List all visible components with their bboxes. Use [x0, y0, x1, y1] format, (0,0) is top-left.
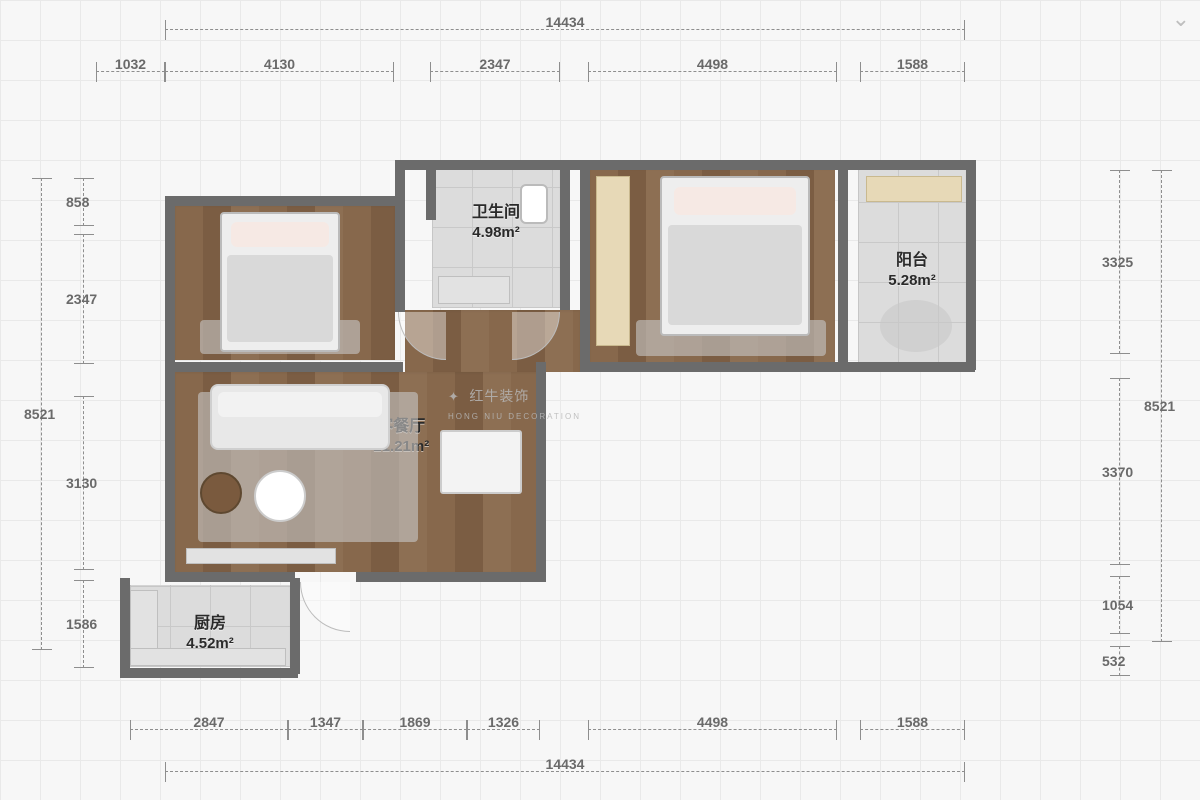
dim-right-overall: 8521 — [1150, 170, 1174, 642]
kitchen-counter-bottom — [130, 648, 286, 666]
room-area: 4.98m² — [472, 224, 520, 241]
sofa — [210, 384, 390, 450]
wall-segment — [838, 160, 848, 370]
dim-bottom-seg-3: 1326 — [467, 718, 540, 742]
dim-left-seg-1: 2347 — [72, 234, 96, 364]
dim-top-seg-3: 4498 — [588, 60, 837, 84]
dim-right-seg-2: 1054 — [1108, 576, 1132, 634]
door-arc — [300, 582, 350, 632]
dim-top-seg-1: 4130 — [165, 60, 394, 84]
wall-segment — [580, 160, 590, 370]
wall-segment — [560, 160, 570, 310]
dim-label: 14434 — [542, 14, 589, 30]
wall-segment — [120, 668, 298, 678]
wall-segment — [165, 362, 175, 580]
dim-bottom-seg-0: 2847 — [130, 718, 288, 742]
tv-unit — [186, 548, 336, 564]
dining-table — [440, 430, 522, 494]
side-table — [200, 472, 242, 514]
dim-top-seg-4: 1588 — [860, 60, 965, 84]
dim-bottom-seg-2: 1869 — [363, 718, 467, 742]
wall-segment — [290, 578, 300, 674]
wall-segment — [120, 578, 130, 674]
wall-segment — [580, 362, 975, 372]
dim-right-seg-1: 3370 — [1108, 378, 1132, 565]
dim-top-seg-2: 2347 — [430, 60, 560, 84]
dim-left-seg-3: 1586 — [72, 580, 96, 668]
wall-segment — [395, 160, 405, 312]
guest-bed — [220, 212, 340, 352]
wall-segment — [165, 572, 295, 582]
dim-right-seg-0: 3325 — [1108, 170, 1132, 354]
balcony-cabinets — [866, 176, 962, 202]
dim-bottom-seg-5: 1588 — [860, 718, 965, 742]
dim-top-overall: 14434 — [165, 18, 965, 42]
wall-segment — [426, 160, 436, 220]
coffee-table — [254, 470, 306, 522]
wardrobe — [596, 176, 630, 346]
dim-left-overall: 8521 — [30, 178, 54, 650]
dim-bottom-seg-1: 1347 — [288, 718, 363, 742]
floorplan-stage: ⌄ 14434 1032 4130 2347 4498 1588 14434 2… — [0, 0, 1200, 800]
wall-segment — [165, 196, 175, 372]
bathroom-vanity — [438, 276, 510, 304]
room-name: 卫生间 — [472, 204, 520, 221]
room-name: 厨房 — [194, 615, 226, 632]
wall-segment — [966, 160, 976, 370]
dim-top-seg-0: 1032 — [96, 60, 165, 84]
room-area: 5.28m² — [888, 272, 936, 289]
dim-bottom-seg-4: 4498 — [588, 718, 837, 742]
master-bed — [660, 176, 810, 336]
wall-segment — [395, 160, 975, 170]
wall-segment — [536, 362, 546, 580]
balcony-rug — [880, 300, 952, 352]
dim-right-seg-3: 532 — [1108, 646, 1132, 676]
toilet — [520, 184, 548, 224]
wall-segment — [165, 196, 403, 206]
wall-segment — [356, 572, 546, 582]
wall-segment — [165, 362, 403, 372]
chevron-down-icon[interactable]: ⌄ — [1172, 6, 1190, 32]
room-name: 阳台 — [896, 252, 928, 269]
dim-bottom-overall: 14434 — [165, 760, 965, 784]
dim-left-seg-2: 3130 — [72, 396, 96, 570]
dim-left-seg-0: 858 — [72, 178, 96, 226]
